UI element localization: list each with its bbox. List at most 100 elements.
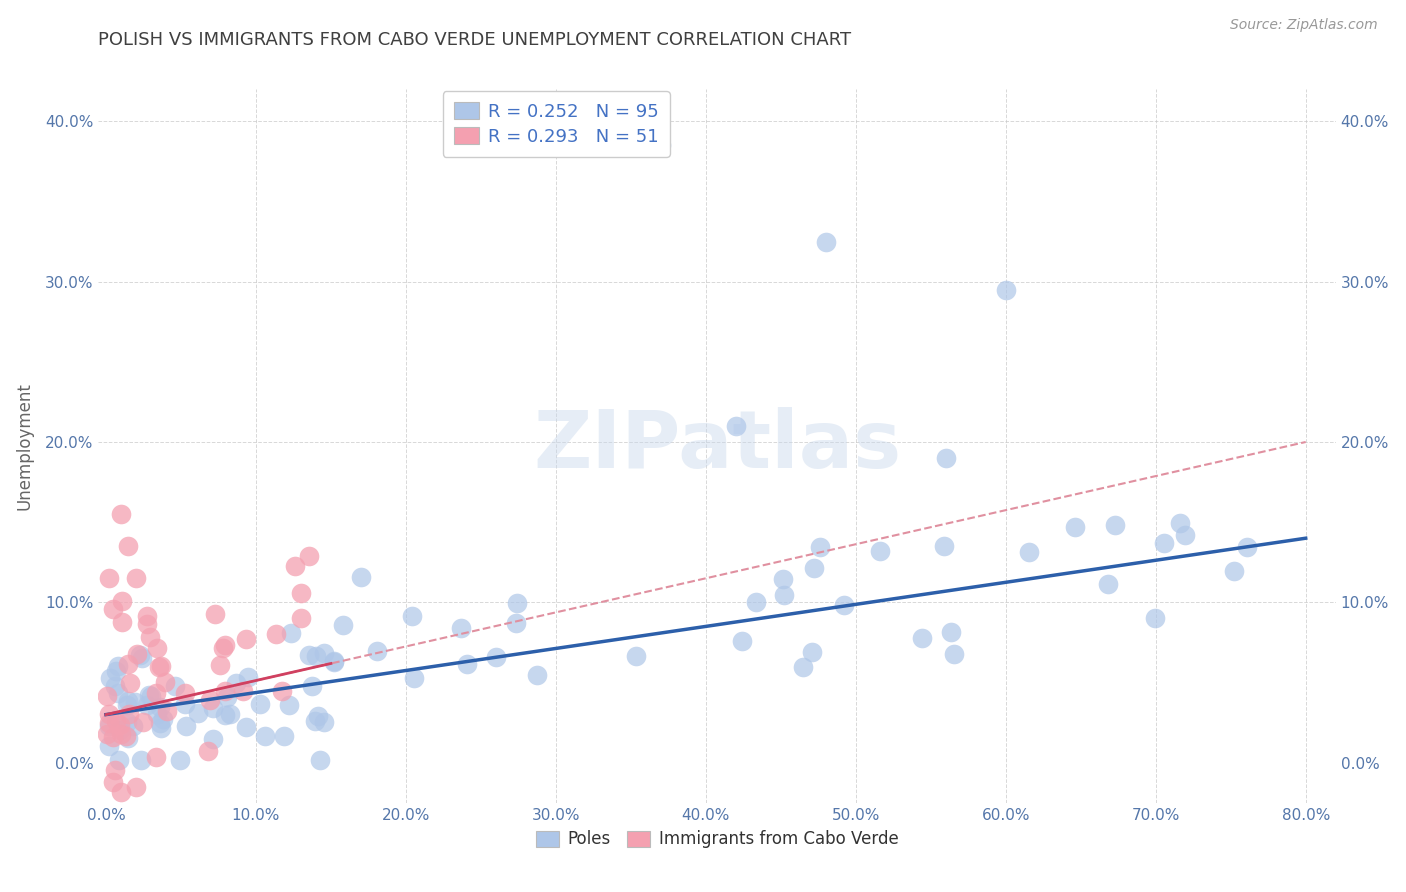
Point: [301, 679, 323, 693]
Point: [284, 558, 307, 573]
Point: [772, 572, 794, 586]
Point: [96, 689, 118, 703]
Point: [792, 659, 814, 673]
Point: [309, 752, 332, 766]
Point: [305, 648, 328, 663]
Point: [103, 730, 125, 744]
Point: [290, 611, 312, 625]
Point: [198, 693, 221, 707]
Point: [323, 654, 346, 668]
Text: POLISH VS IMMIGRANTS FROM CABO VERDE UNEMPLOYMENT CORRELATION CHART: POLISH VS IMMIGRANTS FROM CABO VERDE UNE…: [98, 31, 852, 49]
Point: [225, 676, 247, 690]
Point: [1153, 536, 1175, 550]
Point: [731, 633, 754, 648]
Point: [105, 665, 128, 679]
Point: [115, 714, 138, 729]
Point: [197, 744, 219, 758]
Point: [312, 715, 335, 730]
Point: [176, 719, 198, 733]
Point: [401, 609, 423, 624]
Point: [526, 667, 548, 681]
Point: [745, 595, 768, 609]
Point: [96, 727, 118, 741]
Point: [97, 719, 120, 733]
Point: [131, 651, 153, 665]
Point: [107, 686, 129, 700]
Point: [1168, 516, 1191, 531]
Point: [117, 694, 139, 708]
Point: [505, 615, 527, 630]
Point: [280, 625, 302, 640]
Point: [117, 539, 139, 553]
Point: [278, 698, 301, 712]
Point: [202, 732, 225, 747]
Point: [773, 589, 796, 603]
Legend: Poles, Immigrants from Cabo Verde: Poles, Immigrants from Cabo Verde: [529, 824, 905, 855]
Point: [366, 644, 388, 658]
Point: [1223, 564, 1246, 578]
Point: [208, 658, 231, 673]
Point: [105, 714, 128, 728]
Point: [332, 618, 354, 632]
Point: [111, 593, 134, 607]
Point: [215, 690, 238, 704]
Point: [1104, 518, 1126, 533]
Point: [108, 752, 131, 766]
Point: [1018, 545, 1040, 559]
Point: [98, 706, 121, 721]
Point: [219, 707, 242, 722]
Point: [994, 283, 1017, 297]
Point: [97, 570, 120, 584]
Point: [935, 450, 957, 465]
Y-axis label: Unemployment: Unemployment: [15, 382, 34, 510]
Point: [152, 712, 174, 726]
Point: [932, 539, 955, 553]
Point: [104, 763, 127, 777]
Point: [118, 707, 141, 722]
Point: [304, 714, 326, 728]
Point: [202, 701, 225, 715]
Point: [724, 419, 747, 434]
Point: [212, 641, 235, 656]
Point: [814, 235, 837, 249]
Point: [128, 648, 150, 662]
Point: [153, 675, 176, 690]
Point: [131, 752, 153, 766]
Point: [869, 544, 891, 558]
Point: [204, 607, 226, 622]
Point: [349, 570, 371, 584]
Point: [173, 698, 195, 712]
Point: [101, 602, 124, 616]
Point: [808, 540, 831, 554]
Point: [249, 697, 271, 711]
Point: [1144, 610, 1167, 624]
Point: [145, 750, 167, 764]
Point: [110, 727, 132, 741]
Point: [1174, 528, 1197, 542]
Point: [97, 716, 120, 731]
Point: [117, 731, 139, 745]
Point: [139, 630, 162, 644]
Point: [1236, 540, 1258, 554]
Point: [232, 684, 254, 698]
Point: [485, 650, 508, 665]
Point: [115, 698, 138, 712]
Point: [214, 638, 236, 652]
Point: [169, 752, 191, 766]
Point: [150, 722, 173, 736]
Point: [120, 676, 142, 690]
Point: [103, 775, 125, 789]
Point: [307, 709, 329, 723]
Point: [290, 586, 312, 600]
Point: [264, 627, 287, 641]
Point: [125, 571, 148, 585]
Point: [98, 671, 121, 685]
Point: [110, 784, 132, 798]
Point: [273, 729, 295, 743]
Point: [107, 659, 129, 673]
Point: [322, 655, 344, 669]
Point: [456, 657, 478, 671]
Point: [298, 549, 321, 563]
Text: Source: ZipAtlas.com: Source: ZipAtlas.com: [1230, 18, 1378, 32]
Point: [108, 718, 131, 732]
